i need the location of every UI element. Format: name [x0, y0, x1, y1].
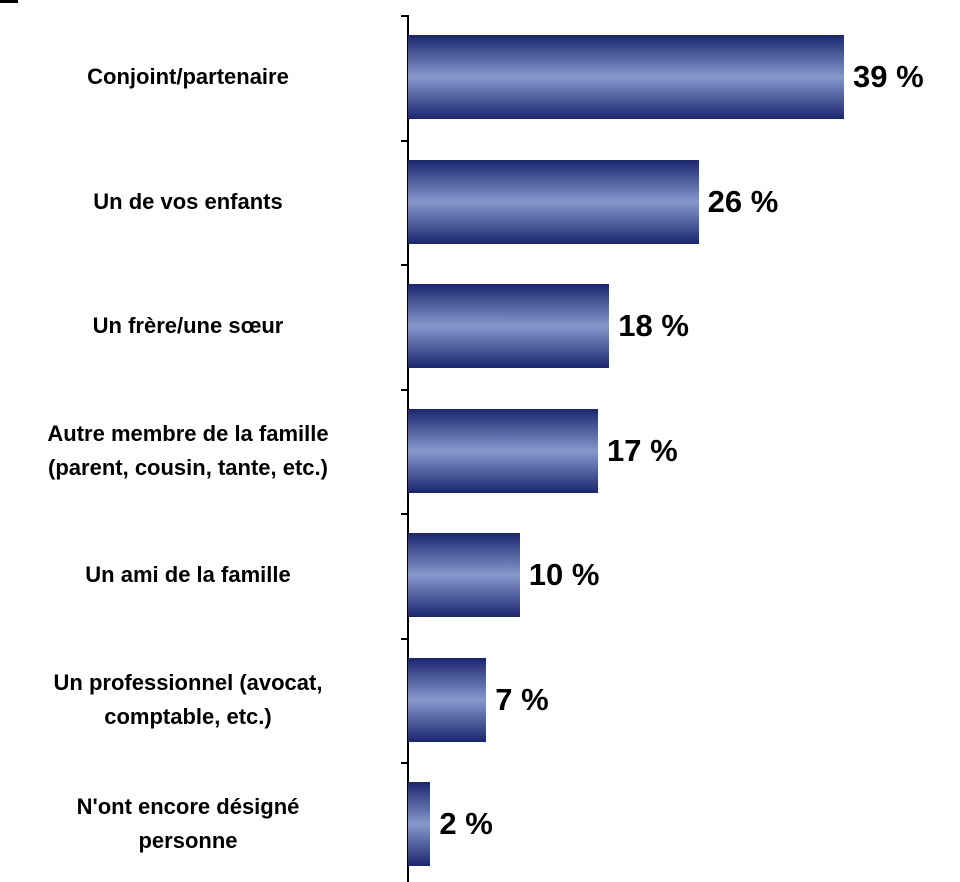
category-tick	[401, 139, 408, 142]
category-label: N'ont encore désigné personne	[76, 794, 300, 854]
category-label: Un ami de la famille	[85, 562, 291, 588]
bar	[408, 782, 431, 867]
category-label: Un frère/une sœur	[92, 313, 284, 339]
category-label: Autre membre de la famille (parent, cous…	[47, 420, 329, 480]
category-label: Un de vos enfants	[93, 188, 283, 214]
value-label: 10 %	[528, 557, 600, 593]
bar	[408, 284, 610, 369]
category-label: Un professionnel (avocat, comptable, etc…	[53, 669, 323, 729]
bar	[408, 35, 844, 120]
bar	[408, 657, 487, 742]
value-label: 18 %	[618, 308, 689, 344]
bar	[408, 408, 599, 493]
value-label: 2 %	[439, 806, 493, 842]
value-label: 17 %	[607, 432, 678, 468]
category-tick	[401, 388, 408, 391]
category-tick	[401, 513, 408, 515]
value-label: 39 %	[853, 59, 924, 95]
bar	[408, 533, 520, 618]
category-tick	[401, 15, 408, 17]
category-label: Conjoint/partenaire	[87, 64, 289, 90]
category-tick	[401, 637, 408, 640]
value-label: 26 %	[707, 183, 779, 219]
category-tick	[401, 762, 408, 764]
category-tick	[401, 264, 408, 266]
corner-mark	[0, 0, 18, 3]
bar	[408, 159, 699, 244]
value-label: 7 %	[495, 681, 549, 717]
